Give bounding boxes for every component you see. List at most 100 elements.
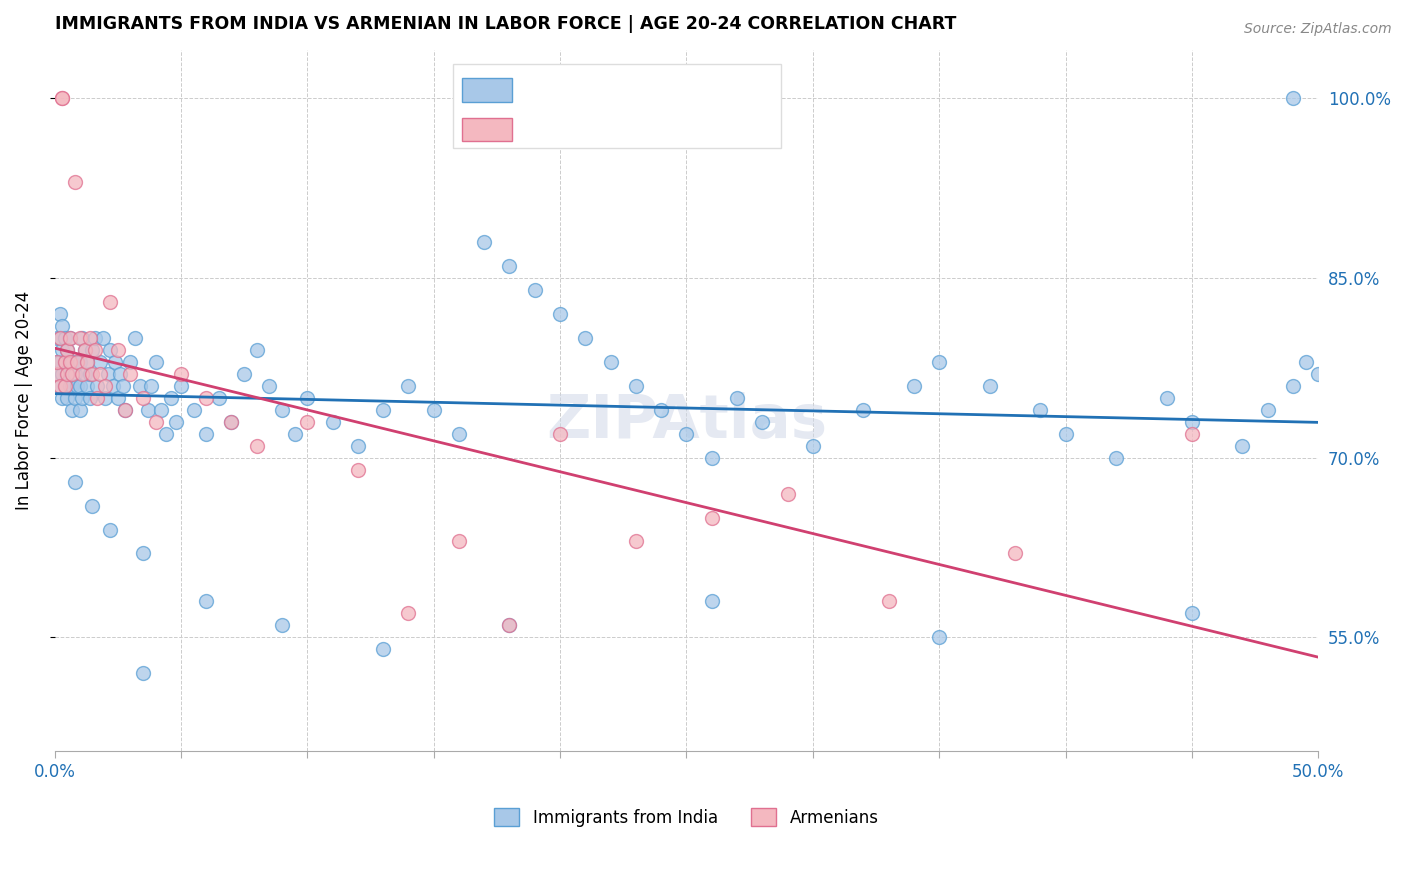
Point: [51, 343, 73, 357]
Point: [523, 283, 546, 297]
Point: [170, 367, 193, 381]
Point: [221, 415, 243, 429]
Y-axis label: In Labor Force | Age 20-24: In Labor Force | Age 20-24: [15, 291, 32, 510]
Point: [1181, 415, 1204, 429]
Point: [548, 426, 571, 441]
Point: [60, 402, 83, 417]
Point: [72, 391, 94, 405]
Point: [396, 607, 419, 621]
Point: [1156, 391, 1178, 405]
Point: [498, 618, 520, 632]
Point: [86, 391, 108, 405]
Point: [136, 402, 159, 417]
Point: [675, 426, 697, 441]
Point: [347, 439, 370, 453]
Point: [59, 331, 82, 345]
Point: [574, 331, 596, 345]
Point: [114, 402, 136, 417]
Point: [159, 391, 181, 405]
Point: [51, 391, 73, 405]
Point: [110, 367, 132, 381]
Point: [1181, 607, 1204, 621]
Point: [297, 391, 319, 405]
Point: [76, 378, 98, 392]
Point: [66, 354, 89, 368]
Point: [56, 367, 79, 381]
Point: [89, 354, 111, 368]
Point: [1054, 426, 1077, 441]
Point: [46, 354, 69, 368]
Point: [56, 343, 79, 357]
Point: [69, 354, 91, 368]
Point: [60, 354, 83, 368]
Point: [139, 378, 162, 392]
Point: [1257, 402, 1279, 417]
Point: [56, 367, 79, 381]
Point: [852, 402, 875, 417]
Point: [259, 378, 281, 392]
Point: [132, 666, 155, 681]
Point: [170, 378, 193, 392]
Text: ZIPAtlas: ZIPAtlas: [546, 392, 827, 451]
Point: [1295, 354, 1317, 368]
Point: [903, 378, 925, 392]
Point: [1232, 439, 1254, 453]
Point: [700, 450, 723, 465]
Point: [97, 367, 120, 381]
Point: [347, 462, 370, 476]
Point: [624, 534, 647, 549]
Point: [53, 331, 76, 345]
Point: [66, 378, 89, 392]
Point: [73, 343, 96, 357]
Point: [59, 331, 82, 345]
Point: [104, 354, 127, 368]
Point: [271, 402, 294, 417]
Point: [498, 618, 520, 632]
Point: [82, 499, 104, 513]
Point: [120, 354, 142, 368]
Point: [208, 391, 231, 405]
Point: [111, 378, 134, 392]
Point: [271, 618, 294, 632]
Point: [371, 642, 394, 657]
Point: [59, 378, 82, 392]
Point: [297, 415, 319, 429]
Point: [284, 426, 307, 441]
Point: [107, 343, 129, 357]
Point: [69, 331, 91, 345]
Point: [76, 354, 98, 368]
Point: [56, 343, 79, 357]
Point: [114, 402, 136, 417]
Point: [107, 391, 129, 405]
Point: [82, 367, 104, 381]
Point: [59, 354, 82, 368]
Point: [624, 378, 647, 392]
Text: IMMIGRANTS FROM INDIA VS ARMENIAN IN LABOR FORCE | AGE 20-24 CORRELATION CHART: IMMIGRANTS FROM INDIA VS ARMENIAN IN LAB…: [55, 15, 956, 33]
Point: [46, 354, 69, 368]
Point: [48, 378, 70, 392]
Point: [195, 594, 218, 608]
Point: [396, 378, 419, 392]
Point: [63, 475, 86, 489]
Point: [233, 367, 256, 381]
Point: [53, 354, 76, 368]
Point: [221, 415, 243, 429]
Point: [48, 331, 70, 345]
Point: [51, 367, 73, 381]
Point: [48, 354, 70, 368]
Point: [56, 391, 79, 405]
Point: [63, 391, 86, 405]
Point: [447, 426, 470, 441]
Point: [599, 354, 621, 368]
Point: [60, 367, 83, 381]
Point: [700, 510, 723, 524]
Point: [53, 354, 76, 368]
Point: [422, 402, 444, 417]
Point: [165, 415, 187, 429]
Point: [72, 331, 94, 345]
Point: [94, 378, 117, 392]
Point: [51, 318, 73, 333]
Point: [1105, 450, 1128, 465]
Point: [53, 378, 76, 392]
Point: [48, 331, 70, 345]
